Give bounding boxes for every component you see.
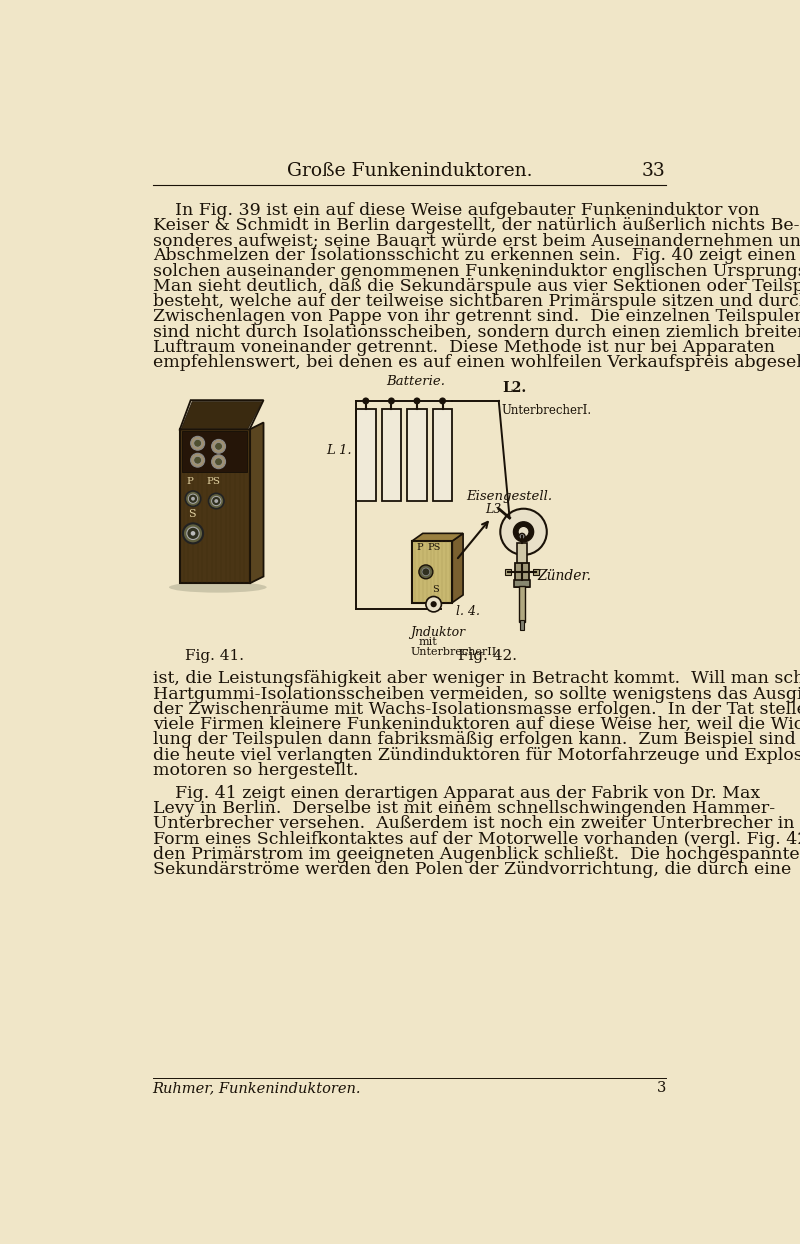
Bar: [412, 541, 452, 602]
Text: Sekundärströme werden den Polen der Zündvorrichtung, die durch eine: Sekundärströme werden den Polen der Zünd…: [153, 861, 791, 878]
Circle shape: [426, 596, 442, 612]
Polygon shape: [180, 401, 263, 429]
Circle shape: [419, 565, 433, 578]
Text: Fig. 41.: Fig. 41.: [185, 649, 244, 663]
Text: L2.: L2.: [502, 381, 526, 394]
Circle shape: [194, 457, 202, 464]
Text: S: S: [432, 585, 438, 593]
Bar: [180, 429, 250, 583]
Text: Luftraum voneinander getrennt.  Diese Methode ist nur bei Apparaten: Luftraum voneinander getrennt. Diese Met…: [153, 338, 774, 356]
Circle shape: [186, 527, 199, 540]
Circle shape: [362, 397, 370, 404]
Text: PS: PS: [206, 478, 220, 486]
Bar: [407, 408, 426, 501]
Circle shape: [388, 397, 395, 404]
Circle shape: [514, 521, 534, 542]
Text: solchen auseinander genommenen Funkeninduktor englischen Ursprungs.: solchen auseinander genommenen Funkenind…: [153, 262, 800, 280]
Circle shape: [209, 494, 224, 509]
Text: UnterbrecherII.: UnterbrecherII.: [410, 647, 500, 657]
Text: viele Firmen kleinere Funkeninduktoren auf diese Weise her, weil die Wick-: viele Firmen kleinere Funkeninduktoren a…: [153, 717, 800, 733]
Text: besteht, welche auf der teilweise sichtbaren Primärspule sitzen und durch: besteht, welche auf der teilweise sichtb…: [153, 294, 800, 310]
Circle shape: [211, 496, 221, 505]
Text: Abschmelzen der Isolationsschicht zu erkennen sein.  Fig. 40 zeigt einen: Abschmelzen der Isolationsschicht zu erk…: [153, 248, 795, 265]
Bar: [182, 430, 247, 471]
Text: Unterbrecher versehen.  Außerdem ist noch ein zweiter Unterbrecher in: Unterbrecher versehen. Außerdem ist noch…: [153, 815, 794, 832]
Bar: [521, 621, 523, 629]
Text: Fig. 42.: Fig. 42.: [458, 649, 517, 663]
Bar: [514, 580, 530, 587]
Text: sonderes aufweist; seine Bauart würde erst beim Auseinandernehmen und: sonderes aufweist; seine Bauart würde er…: [153, 233, 800, 249]
Bar: [382, 408, 401, 501]
Bar: [433, 408, 452, 501]
Text: Eisengestell.: Eisengestell.: [466, 490, 552, 503]
Text: PS: PS: [427, 544, 440, 552]
Circle shape: [519, 534, 525, 540]
Circle shape: [439, 397, 446, 404]
Text: P: P: [416, 544, 423, 552]
Text: L 1.: L 1.: [326, 444, 351, 458]
Text: sind nicht durch Isolationsscheiben, sondern durch einen ziemlich breiten: sind nicht durch Isolationsscheiben, son…: [153, 323, 800, 341]
Text: den Primärstrom im geeigneten Augenblick schließt.  Die hochgespannten: den Primärstrom im geeigneten Augenblick…: [153, 846, 800, 863]
Bar: [519, 586, 525, 622]
Circle shape: [190, 437, 205, 450]
Text: Batterie.: Batterie.: [386, 374, 446, 388]
Circle shape: [191, 496, 195, 500]
Text: UnterbrecherI.: UnterbrecherI.: [502, 404, 592, 417]
Bar: [356, 408, 375, 501]
Circle shape: [214, 499, 218, 503]
Text: 33: 33: [642, 162, 666, 180]
Text: Fig. 41 zeigt einen derartigen Apparat aus der Fabrik von Dr. Max: Fig. 41 zeigt einen derartigen Apparat a…: [153, 785, 760, 802]
Text: l. 4.: l. 4.: [456, 605, 480, 618]
Text: Zwischenlagen von Pappe von ihr getrennt sind.  Die einzelnen Teilspulen: Zwischenlagen von Pappe von ihr getrennt…: [153, 309, 800, 326]
Circle shape: [194, 439, 202, 447]
Text: mit: mit: [418, 637, 437, 647]
Text: Zünder.: Zünder.: [538, 569, 591, 582]
Text: motoren so hergestellt.: motoren so hergestellt.: [153, 761, 358, 779]
Text: S: S: [188, 509, 195, 519]
Polygon shape: [412, 534, 463, 541]
Circle shape: [186, 491, 201, 506]
Text: die heute viel verlangten Zündinduktoren für Motorfahrzeuge und Explosions-: die heute viel verlangten Zündinduktoren…: [153, 746, 800, 764]
Polygon shape: [182, 402, 262, 429]
Circle shape: [414, 397, 421, 404]
Ellipse shape: [169, 582, 266, 592]
Polygon shape: [452, 534, 463, 602]
Text: 3: 3: [656, 1081, 666, 1095]
Circle shape: [518, 526, 529, 537]
Circle shape: [188, 494, 198, 504]
Circle shape: [214, 458, 222, 465]
Bar: [505, 569, 511, 575]
Circle shape: [190, 453, 205, 468]
Text: In Fig. 39 ist ein auf diese Weise aufgebauter Funkeninduktor von: In Fig. 39 ist ein auf diese Weise aufge…: [153, 202, 759, 219]
Circle shape: [190, 531, 195, 536]
Bar: [515, 562, 529, 587]
Bar: [533, 569, 539, 575]
Circle shape: [500, 509, 546, 555]
Text: ist, die Leistungsfähigkeit aber weniger in Betracht kommt.  Will man schon: ist, die Leistungsfähigkeit aber weniger…: [153, 671, 800, 688]
Text: der Zwischenräume mit Wachs-Isolationsmasse erfolgen.  In der Tat stellen: der Zwischenräume mit Wachs-Isolationsma…: [153, 700, 800, 718]
Circle shape: [214, 443, 222, 450]
Polygon shape: [250, 423, 263, 583]
Text: lung der Teilspulen dann fabriksmäßig erfolgen kann.  Zum Beispiel sind: lung der Teilspulen dann fabriksmäßig er…: [153, 731, 795, 749]
Text: empfehlenswert, bei denen es auf einen wohlfeilen Verkaufspreis abgesehen: empfehlenswert, bei denen es auf einen w…: [153, 355, 800, 371]
Text: L3: L3: [485, 503, 501, 516]
Circle shape: [211, 455, 226, 469]
Circle shape: [183, 524, 203, 544]
Circle shape: [430, 601, 437, 607]
Text: Man sieht deutlich, daß die Sekundärspule aus vier Sektionen oder Teilspulen: Man sieht deutlich, daß die Sekundärspul…: [153, 277, 800, 295]
Circle shape: [211, 439, 226, 453]
Text: Jnduktor: Jnduktor: [410, 626, 466, 638]
Circle shape: [422, 569, 430, 576]
Text: Ruhmer, Funkeninduktoren.: Ruhmer, Funkeninduktoren.: [153, 1081, 362, 1095]
Bar: [517, 542, 527, 565]
Text: P: P: [186, 478, 194, 486]
Text: Keiser & Schmidt in Berlin dargestellt, der natürlich äußerlich nichts Be-: Keiser & Schmidt in Berlin dargestellt, …: [153, 216, 799, 234]
Text: Levy in Berlin.  Derselbe ist mit einem schnellschwingenden Hammer-: Levy in Berlin. Derselbe ist mit einem s…: [153, 800, 775, 817]
Text: Form eines Schleifkontaktes auf der Motorwelle vorhanden (vergl. Fig. 42), der: Form eines Schleifkontaktes auf der Moto…: [153, 831, 800, 847]
Text: Hartgummi-Isolationsscheiben vermeiden, so sollte wenigstens das Ausgießen: Hartgummi-Isolationsscheiben vermeiden, …: [153, 685, 800, 703]
Text: Große Funkeninduktoren.: Große Funkeninduktoren.: [287, 162, 533, 180]
